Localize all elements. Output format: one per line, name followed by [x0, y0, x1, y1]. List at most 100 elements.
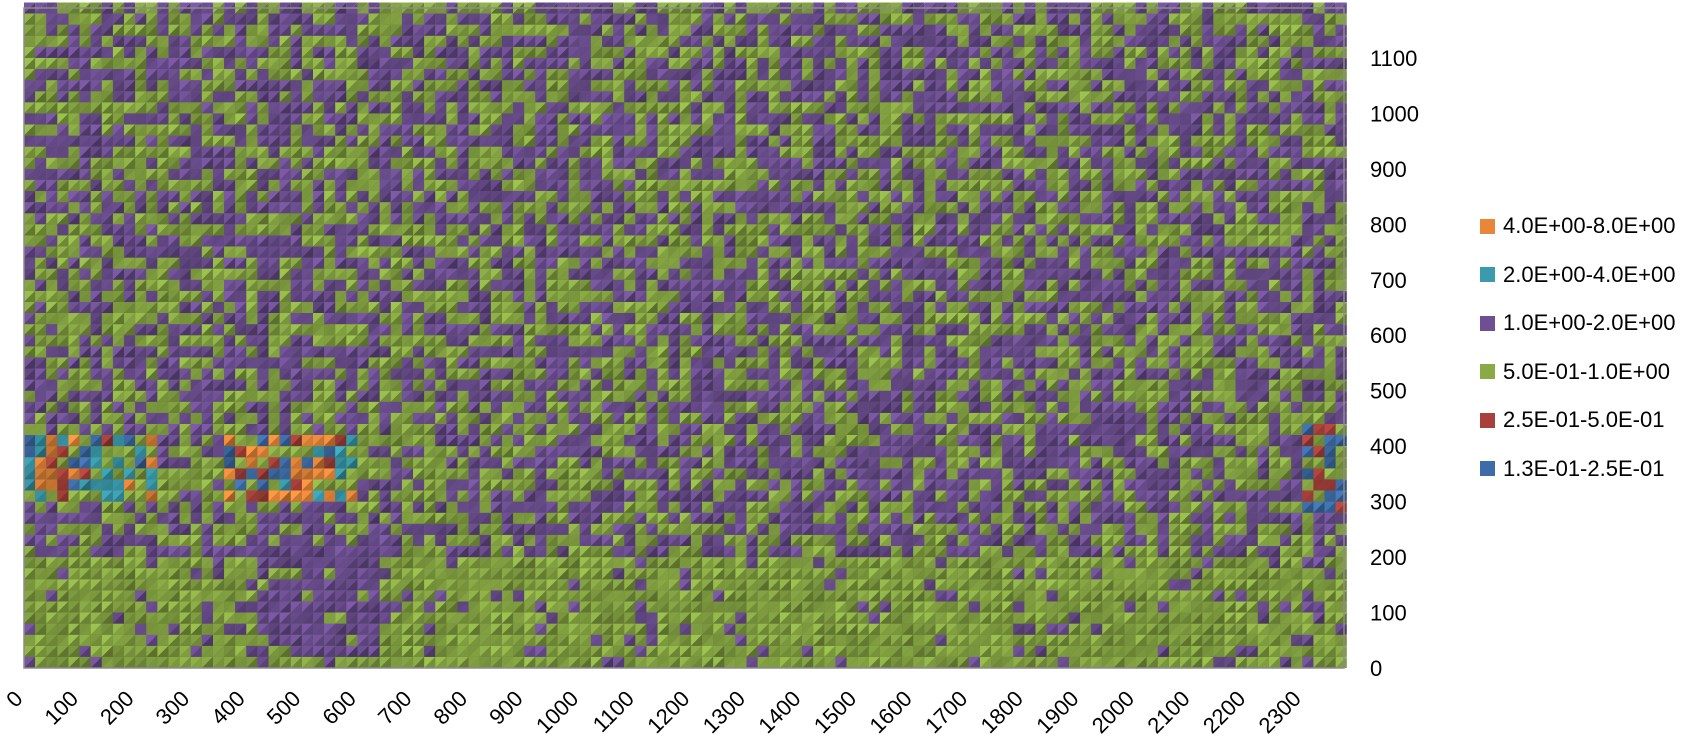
surface-facet	[57, 213, 69, 225]
surface-facet	[46, 301, 58, 314]
surface-facet	[101, 146, 113, 158]
surface-facet	[268, 80, 280, 92]
surface-facet	[268, 579, 280, 591]
surface-facet	[24, 91, 36, 103]
surface-facet	[146, 545, 158, 558]
surface-facet	[68, 146, 80, 158]
surface-facet	[224, 390, 236, 402]
surface-facet	[279, 102, 291, 114]
surface-facet	[79, 102, 91, 114]
surface-facet	[112, 357, 125, 369]
surface-facet	[190, 401, 202, 413]
surface-facet	[24, 645, 36, 657]
surface-facet	[112, 656, 125, 668]
surface-facet	[101, 390, 113, 402]
surface-facet	[268, 313, 280, 325]
surface-facet	[201, 412, 213, 424]
surface-facet	[168, 557, 180, 569]
surface-facet	[90, 313, 102, 325]
surface-facet	[279, 202, 291, 214]
surface-facet	[268, 468, 280, 480]
surface-facet	[101, 179, 113, 192]
surface-facet	[135, 91, 147, 103]
surface-facet	[235, 645, 247, 657]
surface-facet	[257, 157, 269, 169]
surface-facet	[57, 534, 69, 546]
surface-facet	[101, 568, 113, 580]
surface-facet	[201, 346, 213, 358]
surface-facet	[168, 102, 180, 114]
surface-facet	[168, 457, 180, 469]
surface-facet	[257, 146, 269, 158]
surface-facet	[201, 346, 213, 358]
surface-facet	[257, 612, 269, 624]
surface-facet	[268, 601, 280, 613]
surface-facet	[279, 534, 291, 546]
surface-facet	[268, 656, 280, 668]
surface-facet	[290, 545, 302, 558]
surface-facet	[190, 401, 202, 413]
surface-facet	[212, 534, 225, 546]
surface-facet	[279, 401, 291, 413]
surface-facet	[68, 379, 80, 391]
surface-facet	[135, 346, 147, 358]
surface-facet	[135, 157, 147, 169]
surface-facet	[79, 69, 91, 81]
surface-facet	[57, 324, 69, 336]
surface-facet	[46, 135, 58, 147]
surface-facet	[124, 13, 136, 25]
surface-facet	[157, 224, 169, 236]
surface-facet	[124, 335, 136, 347]
surface-facet	[124, 623, 136, 635]
surface-facet	[68, 623, 80, 635]
surface-facet	[112, 279, 125, 291]
surface-facet	[168, 579, 180, 591]
surface-facet	[179, 224, 191, 236]
surface-facet	[79, 623, 91, 635]
surface-facet	[224, 346, 236, 358]
surface-facet	[90, 479, 102, 491]
surface-facet	[179, 80, 191, 92]
surface-facet	[112, 46, 125, 58]
surface-facet	[168, 490, 180, 502]
surface-facet	[157, 135, 169, 147]
surface-facet	[290, 246, 302, 258]
surface-facet	[201, 479, 213, 491]
surface-facet	[124, 113, 136, 125]
surface-facet	[68, 568, 80, 580]
surface-facet	[90, 557, 102, 569]
surface-facet	[224, 579, 236, 591]
surface-facet	[279, 290, 291, 302]
surface-facet	[235, 335, 247, 347]
surface-facet	[157, 401, 169, 413]
surface-facet	[290, 69, 302, 81]
surface-facet	[279, 523, 291, 535]
surface-facet	[68, 246, 80, 258]
surface-facet	[212, 35, 225, 47]
surface-facet	[290, 423, 302, 436]
surface-facet	[212, 290, 225, 302]
surface-facet	[79, 24, 91, 36]
surface-facet	[24, 357, 36, 369]
surface-facet	[157, 357, 169, 369]
surface-facet	[235, 512, 247, 524]
surface-facet	[146, 146, 158, 158]
surface-facet	[201, 501, 213, 513]
surface-facet	[257, 512, 269, 524]
surface-facet	[257, 179, 269, 192]
surface-facet	[90, 590, 102, 602]
surface-facet	[201, 357, 213, 369]
surface-facet	[135, 501, 147, 513]
surface-facet	[35, 534, 47, 546]
surface-facet	[57, 379, 69, 391]
surface-facet	[35, 568, 47, 580]
surface-facet	[157, 512, 169, 524]
surface-facet	[112, 479, 125, 491]
surface-facet	[190, 490, 202, 502]
surface-facet	[246, 157, 258, 169]
surface-facet	[135, 390, 147, 402]
surface-facet	[124, 545, 136, 558]
surface-facet	[46, 435, 58, 447]
surface-facet	[57, 623, 69, 635]
surface-facet	[68, 468, 80, 480]
